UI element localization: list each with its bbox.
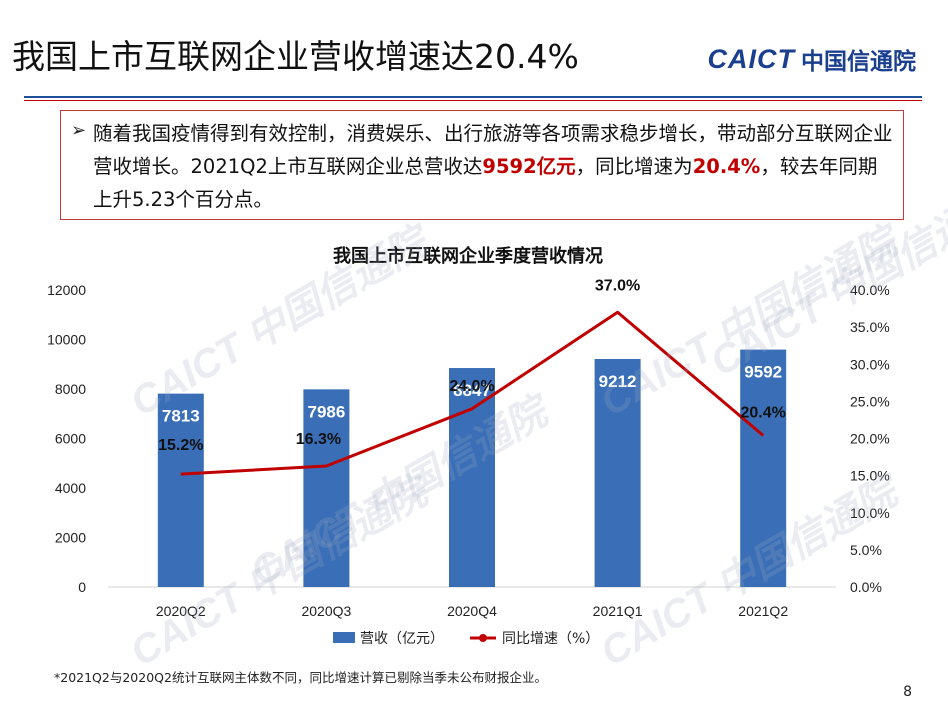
- header-divider-blue: [24, 96, 922, 98]
- y-right-tick-label: 40.0%: [850, 282, 890, 298]
- y-left-tick-label: 6000: [55, 431, 86, 447]
- x-tick-label: 2020Q2: [156, 603, 206, 619]
- summary-text-part3: ，较去年同期上升5.23个百分点。: [93, 155, 878, 211]
- y-right-tick-label: 30.0%: [850, 356, 890, 372]
- summary-text-part2: ，同比增速为: [575, 155, 693, 178]
- legend-line-marker: [479, 634, 487, 642]
- revenue-growth-chart: 我国上市互联网企业季度营收情况 0 2000 4000 6000 8000 10000 120…: [47, 245, 890, 647]
- legend-bar-swatch: [333, 632, 355, 643]
- summary-callout: ➢ 随着我国疫情得到有效控制，消费娱乐、出行旅游等各项需求稳步增长，带动部分互联…: [60, 110, 904, 220]
- growth-data-label: 20.4%: [741, 405, 786, 422]
- arrow-bullet-icon: ➢: [71, 120, 87, 141]
- page-number: 8: [903, 684, 912, 700]
- y-left-tick-label: 10000: [47, 332, 86, 348]
- growth-data-label: 37.0%: [595, 277, 640, 294]
- x-tick-label: 2021Q1: [593, 603, 643, 619]
- caict-logo: CAICT 中国信通院: [708, 42, 917, 76]
- legend-line-label: 同比增速（%）: [502, 631, 599, 647]
- y-right-tick-label: 10.0%: [850, 505, 890, 521]
- y-right-tick-label: 0.0%: [850, 579, 882, 595]
- y-left-tick-label: 2000: [55, 530, 86, 546]
- page-title: 我国上市互联网企业营收增速达20.4%: [12, 37, 579, 76]
- revenue-bar-label: 9212: [599, 372, 637, 391]
- legend-bar-label: 营收（亿元）: [360, 631, 444, 647]
- growth-line: [180, 310, 765, 476]
- growth-data-label: 16.3%: [296, 431, 341, 448]
- x-tick-label: 2020Q3: [301, 603, 351, 619]
- x-tick-label: 2020Q4: [447, 603, 497, 619]
- x-tick-label: 2021Q2: [738, 603, 788, 619]
- growth-data-label: 15.2%: [158, 437, 203, 454]
- y-right-tick-label: 5.0%: [850, 542, 882, 558]
- y-right-tick-label: 15.0%: [850, 468, 890, 484]
- revenue-bar: [157, 393, 204, 587]
- header-divider-red: [24, 100, 922, 101]
- revenue-bar-label: 9592: [744, 363, 782, 382]
- y-right-tick-label: 20.0%: [850, 431, 890, 447]
- y-left-tick-label: 0: [78, 579, 86, 595]
- summary-text-part1: 随着我国疫情得到有效控制，消费娱乐、出行旅游等各项需求稳步增长，带动部分互联网企…: [93, 122, 893, 178]
- summary-highlight-revenue: 9592亿元: [482, 155, 576, 178]
- y-right-tick-label: 35.0%: [850, 319, 890, 335]
- revenue-bar-label: 7813: [162, 407, 200, 426]
- y-left-tick-label: 4000: [55, 480, 86, 496]
- logo-english: CAICT: [707, 43, 795, 74]
- summary-text: 随着我国疫情得到有效控制，消费娱乐、出行旅游等各项需求稳步增长，带动部分互联网企…: [93, 117, 893, 216]
- logo-chinese: 中国信通院: [801, 49, 916, 75]
- revenue-bar: [740, 349, 787, 587]
- growth-data-label: 24.0%: [449, 378, 494, 395]
- y-left-tick-label: 8000: [55, 381, 86, 397]
- revenue-bar-label: 8847: [453, 381, 491, 400]
- summary-highlight-growth: 20.4%: [692, 155, 761, 178]
- revenue-bar: [303, 389, 350, 587]
- chart-title: 我国上市互联网企业季度营收情况: [333, 245, 603, 267]
- revenue-bar: [449, 368, 495, 587]
- revenue-bar: [594, 359, 641, 587]
- y-left-tick-label: 12000: [47, 282, 86, 298]
- y-right-tick-label: 25.0%: [850, 393, 890, 409]
- revenue-bar-label: 7986: [307, 402, 345, 421]
- footnote: *2021Q2与2020Q2统计互联网主体数不同，同比增速计算已剔除当季未公布财…: [54, 670, 547, 685]
